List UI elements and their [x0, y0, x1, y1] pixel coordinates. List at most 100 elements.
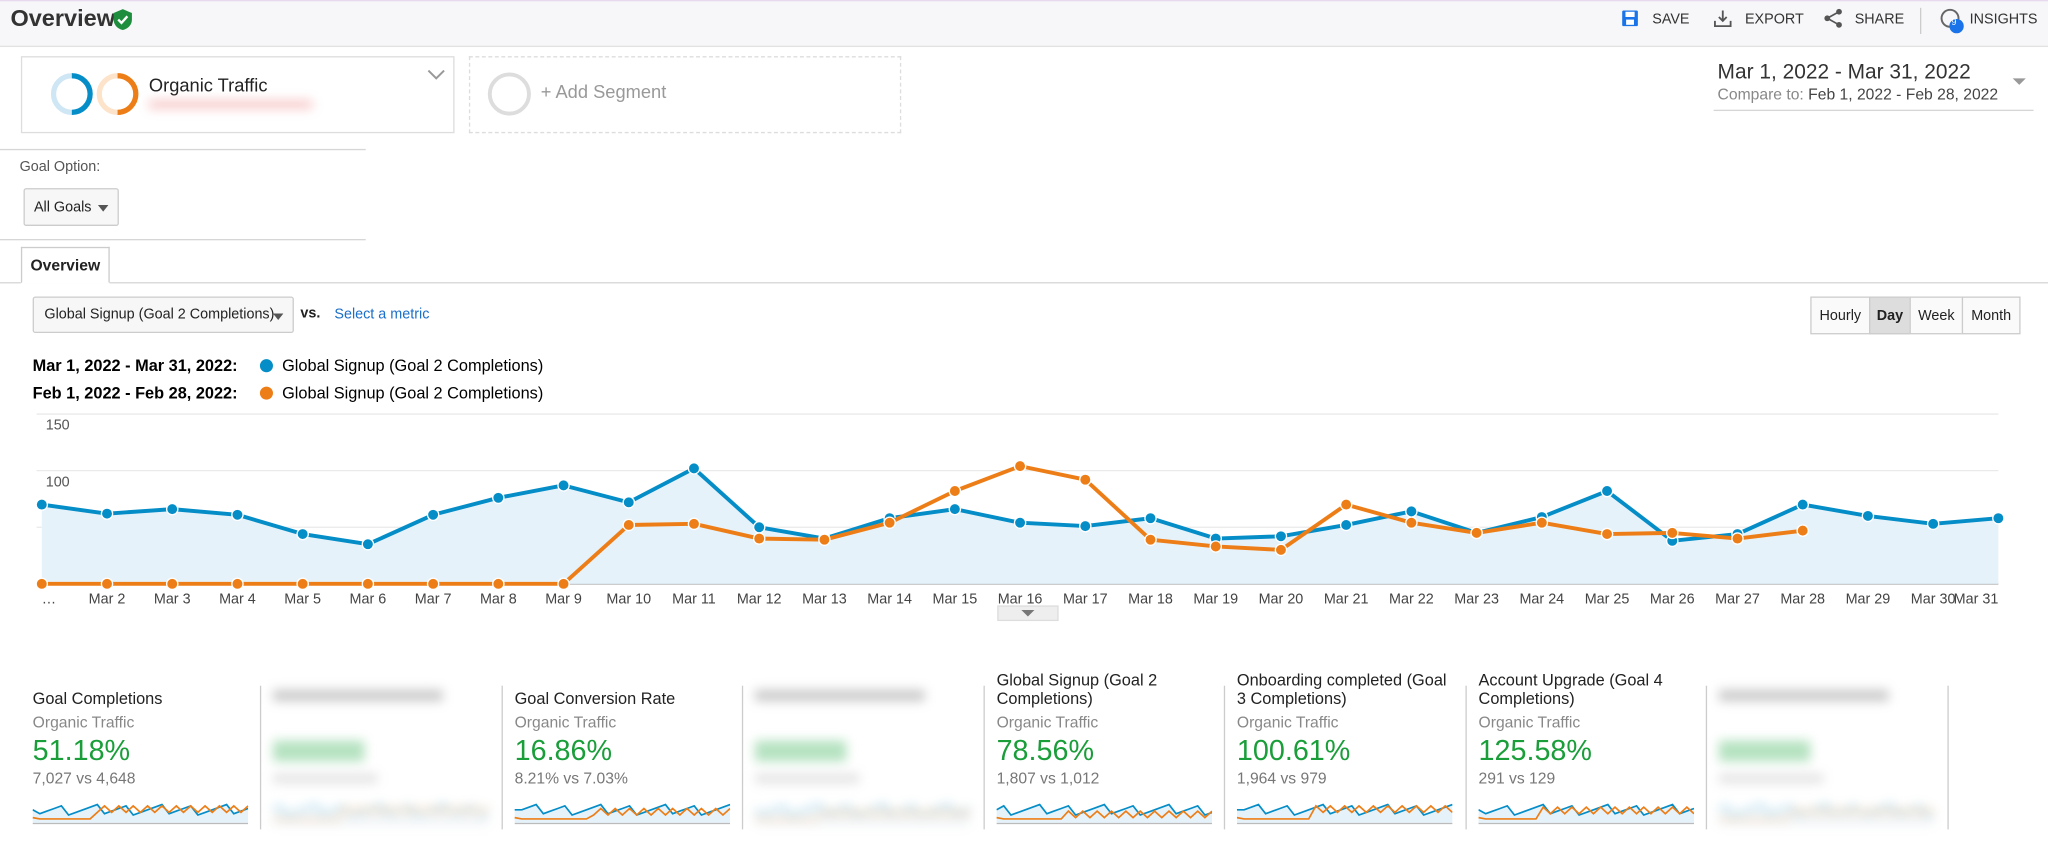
x-tick-label: Mar 9	[545, 591, 582, 607]
data-point	[1274, 530, 1288, 543]
data-point	[35, 577, 49, 591]
metric-dropdown[interactable]: Global Signup (Goal 2 Completions)	[32, 296, 294, 334]
add-segment-icon	[487, 72, 531, 116]
divider	[0, 148, 366, 151]
card-segment: Organic Traffic	[996, 713, 1099, 732]
chart: Mar 1, 2022 - Mar 31, 2022: Global Signup…	[33, 357, 2005, 622]
granularity-button[interactable]: Week	[1909, 296, 1964, 335]
dropdown-arrow	[272, 313, 284, 320]
data-point	[1405, 505, 1418, 518]
granularity-button[interactable]: Hourly	[1810, 296, 1871, 335]
data-point	[622, 496, 636, 509]
sparkline-area	[514, 804, 731, 823]
data-point	[165, 577, 179, 591]
add-segment[interactable]: + Add Segment	[540, 80, 667, 102]
data-point	[1861, 509, 1875, 523]
select-metric[interactable]: Select a metric	[334, 306, 430, 323]
card-divider	[1223, 685, 1226, 830]
sparkline-blue	[754, 803, 971, 817]
data-point	[752, 532, 766, 545]
save-icon[interactable]	[1621, 9, 1639, 27]
date-range[interactable]: Mar 1, 2022 - Mar 31, 2022	[1717, 61, 1971, 84]
data-point	[361, 577, 375, 591]
sparkline-orange	[996, 809, 1213, 820]
add-segment-box[interactable]	[468, 56, 902, 134]
card-compare: 7,027 vs 4,648	[32, 769, 136, 788]
x-tick-label: Mar 13	[802, 591, 847, 607]
metric-card: Onboarding completed (Goal 3 Completions…	[1236, 669, 1459, 826]
dropdown-arrow	[97, 205, 109, 212]
export-button[interactable]: EXPORT	[1744, 11, 1804, 28]
share-icon[interactable]	[1823, 8, 1844, 29]
verified-icon	[113, 9, 132, 31]
sparkline	[272, 803, 489, 825]
date-arrow[interactable]	[2011, 77, 2027, 87]
card-divider	[741, 685, 744, 830]
x-tick-label: Mar 14	[867, 591, 912, 607]
insights-icon[interactable]	[1938, 7, 1967, 36]
x-tick-label: Mar 6	[350, 591, 387, 607]
divider	[0, 239, 366, 241]
data-point	[1339, 518, 1353, 532]
data-point	[426, 577, 440, 591]
top-bar	[0, 0, 2048, 48]
sparkline-orange	[1718, 807, 1935, 820]
x-tick-label: Mar 27	[1715, 591, 1760, 607]
sparkline-blue	[996, 803, 1213, 817]
export-icon[interactable]	[1714, 9, 1732, 28]
compare-label-text: Compare to:	[1717, 84, 1804, 104]
data-point	[35, 498, 49, 511]
data-point	[622, 518, 636, 532]
x-tick-label: Mar 11	[672, 591, 716, 607]
metric-card	[272, 669, 495, 826]
metric-card: Account Upgrade (Goal 4 Completions) Orga…	[1478, 669, 1701, 826]
share-button[interactable]: SHARE	[1854, 11, 1905, 28]
card-compare: 8.21% vs 7.03%	[514, 769, 628, 788]
x-tick-label: Mar 4	[219, 591, 256, 607]
data-point	[296, 527, 309, 541]
chevron[interactable]	[427, 68, 445, 81]
legend-label: Global Signup (Goal 2 Completions)	[282, 357, 543, 375]
card-value: 125.58%	[1478, 734, 1592, 767]
x-tick-label: Mar 17	[1063, 591, 1108, 607]
blurred-value	[754, 740, 847, 762]
legend-label: Global Signup (Goal 2 Completions)	[282, 384, 543, 402]
sparkline-area	[1718, 804, 1935, 823]
goal-dropdown[interactable]: All Goals	[23, 188, 119, 226]
sparkline-area	[1236, 804, 1453, 823]
data-point	[1796, 524, 1809, 537]
data-point	[492, 491, 505, 505]
sparkline-area	[32, 804, 249, 823]
data-point	[948, 502, 962, 516]
data-point	[1731, 532, 1744, 545]
card-value: 100.61%	[1236, 734, 1351, 767]
metric-selected: Global Signup (Goal 2 Completions)	[44, 306, 275, 323]
date-underline	[1713, 109, 2034, 112]
data-point	[492, 577, 505, 591]
sparkline-orange	[1236, 804, 1453, 820]
x-tick-label: Mar 29	[1846, 591, 1891, 607]
x-tick-label: Mar 22	[1389, 591, 1434, 607]
card-title: Goal Completions	[32, 689, 163, 708]
insights-button[interactable]: INSIGHTS	[1969, 11, 2038, 28]
data-point	[231, 508, 244, 522]
goal-value: All Goals	[33, 199, 92, 215]
card-segment: Organic Traffic	[514, 713, 617, 732]
compare-range: Feb 1, 2022 - Feb 28, 2022	[1808, 84, 1999, 104]
page-title: Overview	[10, 5, 116, 32]
segment-name: Organic Traffic	[148, 74, 268, 96]
save-button[interactable]: SAVE	[1652, 11, 1690, 28]
blurred-compare	[754, 773, 860, 784]
legend-range: Feb 1, 2022 - Feb 28, 2022:	[33, 384, 238, 402]
granularity-button[interactable]: Month	[1961, 296, 2021, 335]
segment-box[interactable]	[20, 56, 455, 134]
granularity-button[interactable]: Day	[1869, 296, 1911, 335]
data-point	[1405, 516, 1418, 529]
segment-icons	[50, 73, 139, 115]
sparkline-blue	[1718, 803, 1935, 817]
data-point	[426, 508, 440, 522]
resize-arrow	[1021, 609, 1035, 617]
overview-tab[interactable]: Overview	[20, 246, 110, 284]
x-tick-label: Mar 2	[89, 591, 126, 607]
insights-badge: 9	[1951, 18, 1957, 28]
